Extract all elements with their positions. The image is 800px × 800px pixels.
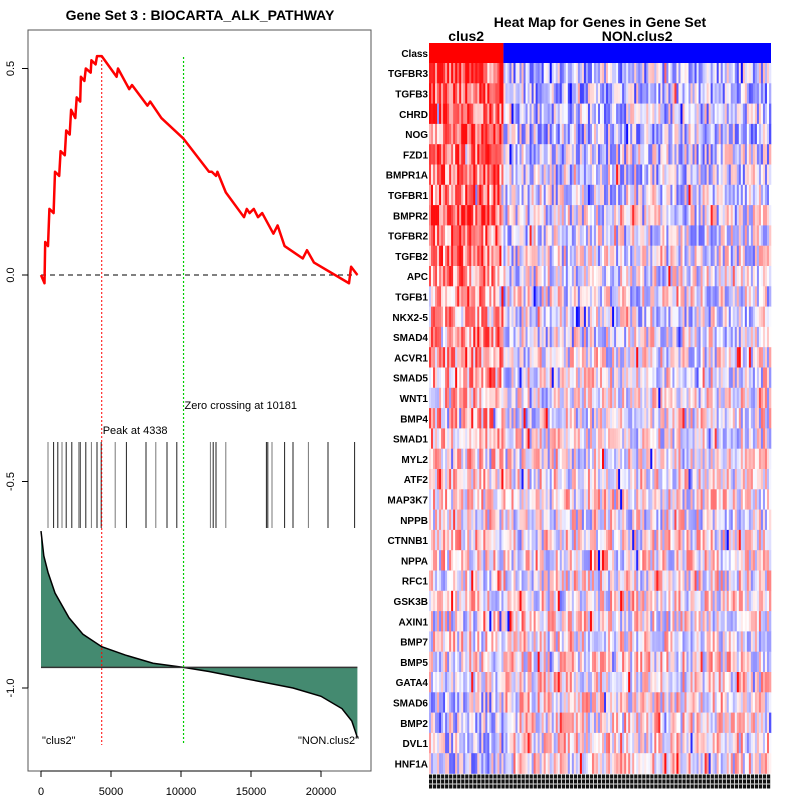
y-tick-label: 0.5 [5,61,17,76]
x-tick-label: 10000 [166,786,197,798]
x-tick-label: 20000 [306,786,337,798]
enrichment-plot-title: Gene Set 3 : BIOCARTA_ALK_PATHWAY [66,7,335,23]
peak-annotation: Peak at 4338 [103,425,168,437]
x-tick-label: 5000 [99,786,123,798]
zero-crossing-annotation: Zero crossing at 10181 [185,400,298,412]
y-tick-label: -0.5 [5,472,17,491]
right-class-annotation: "NON.clus2" [298,735,359,747]
ranked-metric-line [40,530,359,738]
left-class-annotation: "clus2" [42,735,76,747]
x-tick-label: 15000 [236,786,267,798]
y-tick-label: -1.0 [5,679,17,698]
ranked-metric-fill [41,531,358,738]
y-tick-label: 0.0 [5,267,17,282]
x-axis: 0 5000 10000 15000 20000 [38,770,337,798]
x-tick-label: 0 [38,786,44,798]
gene-hit-ticks [47,442,356,528]
enrichment-score-curve [39,54,359,285]
ranked-metric-area [40,530,359,738]
y-axis: 0.5 0.0 -0.5 -1.0 [5,61,29,698]
